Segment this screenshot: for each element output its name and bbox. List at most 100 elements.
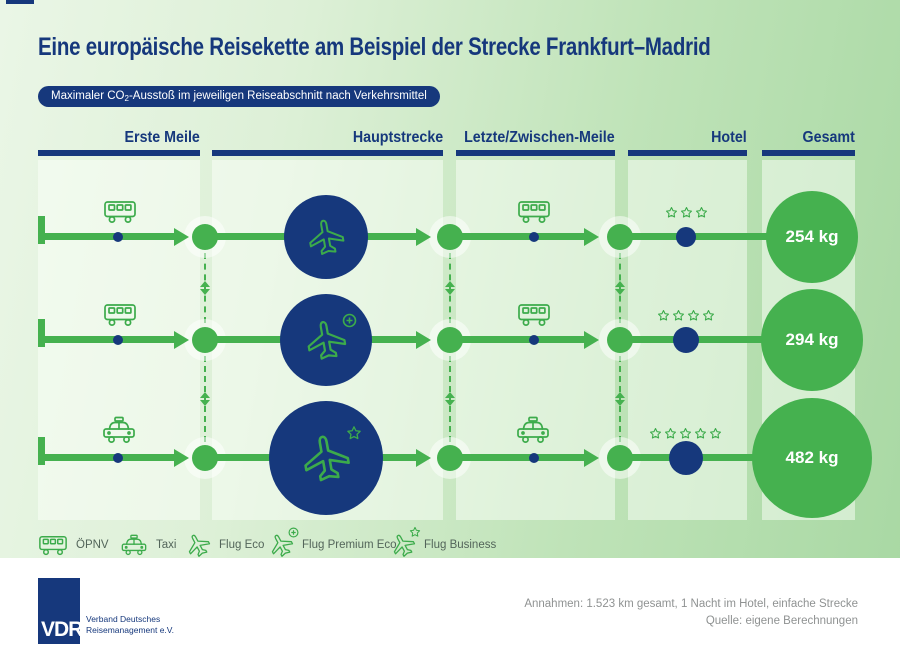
legend-label: Flug Business (424, 539, 497, 551)
column-header-hotel: Hotel (711, 129, 747, 146)
total-value: 482 kg (785, 448, 839, 467)
route-line (38, 233, 174, 240)
star-badge-icon (409, 526, 421, 538)
vdr-logo: VDR (38, 578, 83, 644)
star-icon (680, 206, 693, 219)
column-bar-hauptstrecke (212, 150, 443, 156)
legend-item-taxi: Taxi (120, 528, 176, 562)
legend-item-oepnv: ÖPNV (38, 528, 109, 562)
hotel-star-rating (657, 309, 715, 322)
route-start-mark (38, 319, 45, 347)
route-line (38, 454, 174, 461)
arrow-right-icon (174, 449, 189, 467)
dashed-connector (619, 356, 621, 442)
bus-icon (103, 200, 137, 224)
column-header-hauptstrecke: Hauptstrecke (352, 129, 443, 146)
dashed-connector (204, 356, 206, 442)
legend: ÖPNV Taxi Flug Eco Flug Premium Eco Flug… (0, 528, 900, 562)
bus-icon (38, 535, 68, 556)
hotel-stop-dot (676, 227, 696, 247)
star-icon (709, 427, 722, 440)
stop-dot (113, 232, 123, 242)
connector-arrows-icon (445, 392, 455, 406)
route-node (192, 445, 218, 471)
route-node (192, 224, 218, 250)
arrow-right-icon (584, 449, 599, 467)
main-leg-circle-business (269, 401, 383, 515)
route-node (192, 327, 218, 353)
star-icon (649, 427, 662, 440)
vdr-logo-text: VDR (41, 618, 83, 641)
column-header-letzte-meile: Letzte/Zwischen-Meile (464, 129, 615, 146)
arrow-right-icon (584, 228, 599, 246)
star-icon (694, 427, 707, 440)
plus-badge-icon (288, 527, 299, 538)
route-node (607, 445, 633, 471)
subtitle-badge: Maximaler CO2-Ausstoß im jeweiligen Reis… (38, 86, 440, 107)
route-node (607, 224, 633, 250)
assumptions-line: Annahmen: 1.523 km gesamt, 1 Nacht im Ho… (524, 598, 858, 610)
route-line (620, 336, 780, 343)
vdr-caption-line1: Verband Deutsches (86, 614, 161, 624)
plane-eco-icon (303, 214, 349, 260)
hotel-star-rating (649, 427, 722, 440)
arrow-right-icon (174, 331, 189, 349)
column-header-gesamt: Gesamt (802, 129, 855, 146)
route-node (437, 224, 463, 250)
stop-dot (529, 232, 539, 242)
taxi-icon (101, 416, 137, 444)
route-line (450, 454, 584, 461)
assumptions-note: Annahmen: 1.523 km gesamt, 1 Nacht im Ho… (524, 596, 858, 630)
route-line (620, 233, 780, 240)
page-title: Eine europäische Reisekette am Beispiel … (38, 33, 711, 61)
star-icon (657, 309, 670, 322)
legend-label: Flug Premium Eco (302, 539, 397, 551)
total-value: 254 kg (785, 227, 839, 246)
route-line (450, 233, 584, 240)
route-line (450, 336, 584, 343)
route-start-mark (38, 437, 45, 465)
connector-arrows-icon (445, 281, 455, 295)
dashed-connector (449, 356, 451, 442)
column-bar-hotel (628, 150, 747, 156)
legend-item-flug-eco: Flug Eco (185, 528, 264, 562)
connector-arrows-icon (615, 392, 625, 406)
star-icon (664, 427, 677, 440)
column-bar-erste-meile (38, 150, 200, 156)
legend-label: Flug Eco (219, 539, 265, 551)
arrow-right-icon (174, 228, 189, 246)
stop-dot (113, 453, 123, 463)
legend-item-flug-business: Flug Business (390, 528, 496, 562)
legend-item-flug-premium-eco: Flug Premium Eco (268, 528, 397, 562)
stop-dot (113, 335, 123, 345)
column-bar-letzte-meile (456, 150, 615, 156)
hotel-stop-dot (673, 327, 699, 353)
bus-icon (103, 303, 137, 327)
bus-icon (517, 303, 551, 327)
connector-arrows-icon (200, 281, 210, 295)
dashed-connector (619, 253, 621, 323)
route-node (607, 327, 633, 353)
column-bar-gesamt (762, 150, 855, 156)
plus-badge-icon (342, 313, 357, 328)
stop-dot (529, 453, 539, 463)
hotel-star-rating (665, 206, 708, 219)
badge-text-part2: -Ausstoß im jeweiligen Reiseabschnitt na… (128, 90, 427, 102)
total-value: 294 kg (785, 330, 839, 349)
total-circle: 294 kg (761, 289, 863, 391)
dashed-connector (204, 253, 206, 323)
route-node (437, 327, 463, 353)
connector-arrows-icon (615, 281, 625, 295)
star-icon (695, 206, 708, 219)
arrow-right-icon (416, 228, 431, 246)
legend-label: Taxi (156, 539, 177, 551)
total-circle: 254 kg (766, 191, 858, 283)
taxi-icon (515, 416, 551, 444)
star-badge-icon (346, 425, 362, 441)
arrow-right-icon (416, 449, 431, 467)
vdr-logo-caption: Verband Deutsches Reisemanagement e.V. (86, 614, 174, 636)
top-left-mark (6, 0, 34, 4)
total-circle: 482 kg (752, 398, 872, 518)
footer: VDR Verband Deutsches Reisemanagement e.… (0, 558, 900, 666)
